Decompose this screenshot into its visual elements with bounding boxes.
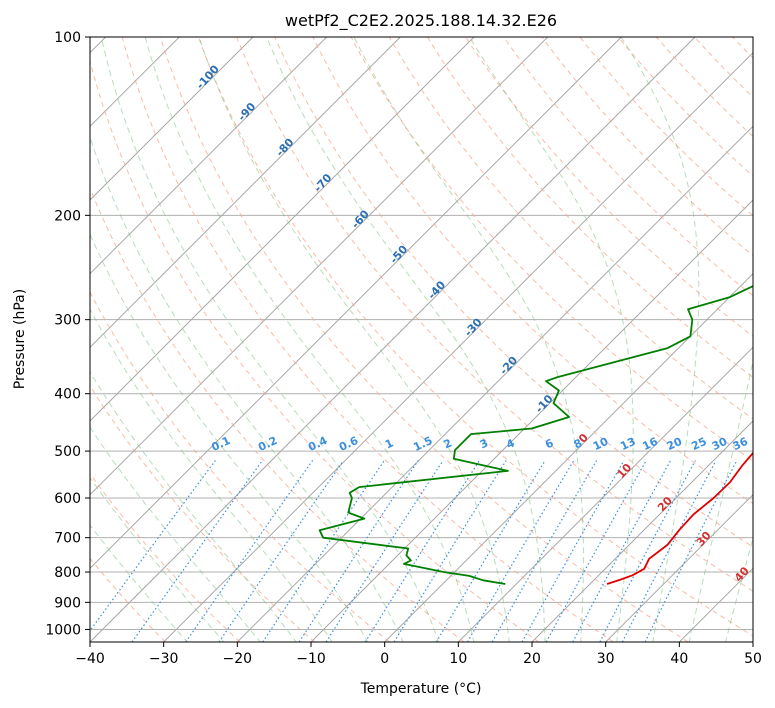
- isotherm-line: [310, 199, 753, 642]
- moist-adiabat-line: [90, 370, 297, 642]
- x-tick-label: −30: [149, 651, 179, 667]
- isotherm-line: [90, 37, 475, 422]
- mixing-ratio-label: 30: [710, 435, 730, 453]
- x-tick-label: 30: [597, 651, 615, 667]
- y-tick-label: 200: [54, 208, 81, 224]
- mixing-ratio-line: [521, 460, 625, 642]
- mixing-ratio-line: [545, 460, 647, 642]
- dry-adiabat-line: [121, 37, 614, 642]
- mixing-ratio-label: 10: [591, 435, 611, 453]
- mixing-ratio-line: [466, 460, 575, 642]
- dry-adiabat-line: [312, 37, 753, 505]
- x-tick-label: 20: [523, 651, 541, 667]
- x-tick-label: −20: [223, 651, 253, 667]
- y-tick-label: 300: [54, 313, 81, 329]
- x-tick-label: −10: [296, 651, 326, 667]
- dewpoint-profile-line: [318, 285, 753, 585]
- y-tick-label: 800: [54, 565, 81, 581]
- y-tick-label: 500: [54, 444, 81, 460]
- dry-adiabat-line: [90, 59, 540, 642]
- mixing-ratio-line: [131, 460, 263, 642]
- dry-adiabat-line: [90, 291, 390, 642]
- moist-adiabat-line: [90, 426, 261, 642]
- isotherm-line: [752, 641, 753, 642]
- isotherm-line: [90, 37, 401, 349]
- mixing-ratio-line: [491, 460, 598, 642]
- isotherm-line: [90, 37, 549, 496]
- x-tick-label: −40: [75, 651, 105, 667]
- moist-adiabat-line: [620, 37, 700, 642]
- isotherm-line: [90, 37, 328, 275]
- isotherm-line: [531, 420, 753, 642]
- x-tick-label: 0: [380, 651, 389, 667]
- dry-adiabat-line: [236, 37, 753, 592]
- x-tick-label: 10: [449, 651, 467, 667]
- moist-adiabat-line: [90, 524, 188, 642]
- mixing-ratio-label: 13: [618, 435, 637, 453]
- x-tick-label: 50: [744, 651, 762, 667]
- y-tick-label: 100: [54, 30, 81, 46]
- moist-adiabat-line: [90, 308, 333, 642]
- mixing-ratio-line: [262, 460, 385, 642]
- mixing-ratio-line: [298, 460, 419, 642]
- plot-frame: [89, 36, 754, 643]
- isotherm-line: [457, 346, 753, 642]
- moist-adiabat-line: [144, 37, 475, 642]
- dry-adiabat-line: [90, 384, 316, 642]
- isotherm-line: [90, 37, 696, 642]
- moist-adiabat-line: [198, 37, 510, 642]
- y-tick-label: 900: [54, 595, 81, 611]
- y-axis-label: Pressure (hPa): [12, 289, 28, 389]
- mixing-ratio-label: 16: [640, 435, 660, 453]
- mixing-ratio-label: 36: [731, 435, 751, 453]
- x-axis-label: Temperature (°C): [360, 681, 482, 697]
- profile-lines: [318, 285, 753, 585]
- moist-adiabat-line: [725, 536, 753, 642]
- isotherm-line: [384, 272, 753, 642]
- moist-adiabat-line: [90, 232, 369, 642]
- moist-adiabat-line: [688, 358, 753, 642]
- moist-adiabat-line: [90, 476, 225, 642]
- isotherm-line: [90, 37, 254, 201]
- mixing-ratio-line: [218, 460, 344, 642]
- moist-adiabat-line: [100, 37, 440, 642]
- dry-adiabat-line: [90, 186, 465, 642]
- mixing-ratio-label: 20: [665, 435, 685, 453]
- isotherm-line: [605, 493, 753, 642]
- moist-adiabat-line: [469, 37, 634, 642]
- plot-area: [90, 37, 753, 642]
- mixing-ratio-line: [435, 460, 546, 642]
- dry-adiabat-line: [350, 37, 753, 462]
- moist-adiabat-line: [266, 37, 546, 642]
- mixing-ratio-line: [90, 460, 216, 632]
- x-tick-label: 40: [670, 651, 688, 667]
- y-tick-label: 600: [54, 491, 81, 507]
- isotherm-line: [90, 37, 622, 570]
- mixing-ratio-label: 25: [689, 435, 708, 453]
- dry-adiabat-line: [90, 472, 241, 642]
- y-tick-label: 1000: [45, 622, 81, 638]
- mixing-ratio-line: [185, 460, 314, 642]
- isotherm-line: [236, 125, 753, 642]
- dry-adiabat-line: [159, 37, 689, 642]
- y-tick-label: 400: [54, 387, 81, 403]
- moist-adiabat-line: [90, 135, 404, 642]
- dry-adiabat-line: [198, 37, 753, 637]
- y-tick-label: 700: [54, 531, 81, 547]
- isotherm-line: [163, 51, 753, 642]
- chart-title: wetPf2_C2E2.2025.188.14.32.E26: [285, 11, 557, 31]
- dry-adiabat-line: [771, 37, 775, 642]
- moist-adiabat-line: [762, 37, 775, 643]
- background-lines: [90, 37, 775, 643]
- temperature-profile-line: [606, 451, 753, 585]
- axis-ticks: −40 −30 −20 −10 0 10 20 30 40 50 100 200 300 400 500 60…: [45, 30, 762, 667]
